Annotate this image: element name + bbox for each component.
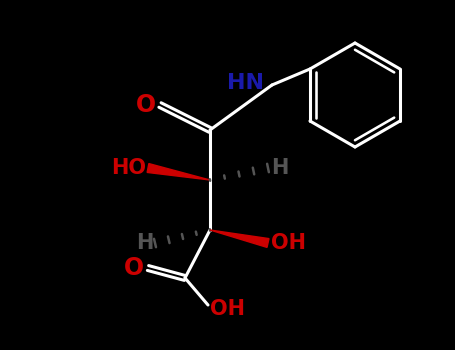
Polygon shape	[210, 230, 269, 247]
Text: H: H	[271, 158, 288, 178]
Text: HO: HO	[111, 158, 146, 178]
Text: O: O	[124, 256, 144, 280]
Polygon shape	[147, 163, 210, 180]
Text: OH: OH	[271, 233, 306, 253]
Text: OH: OH	[210, 299, 245, 319]
Text: HN: HN	[227, 73, 264, 93]
Text: O: O	[136, 93, 156, 117]
Text: H: H	[136, 233, 153, 253]
